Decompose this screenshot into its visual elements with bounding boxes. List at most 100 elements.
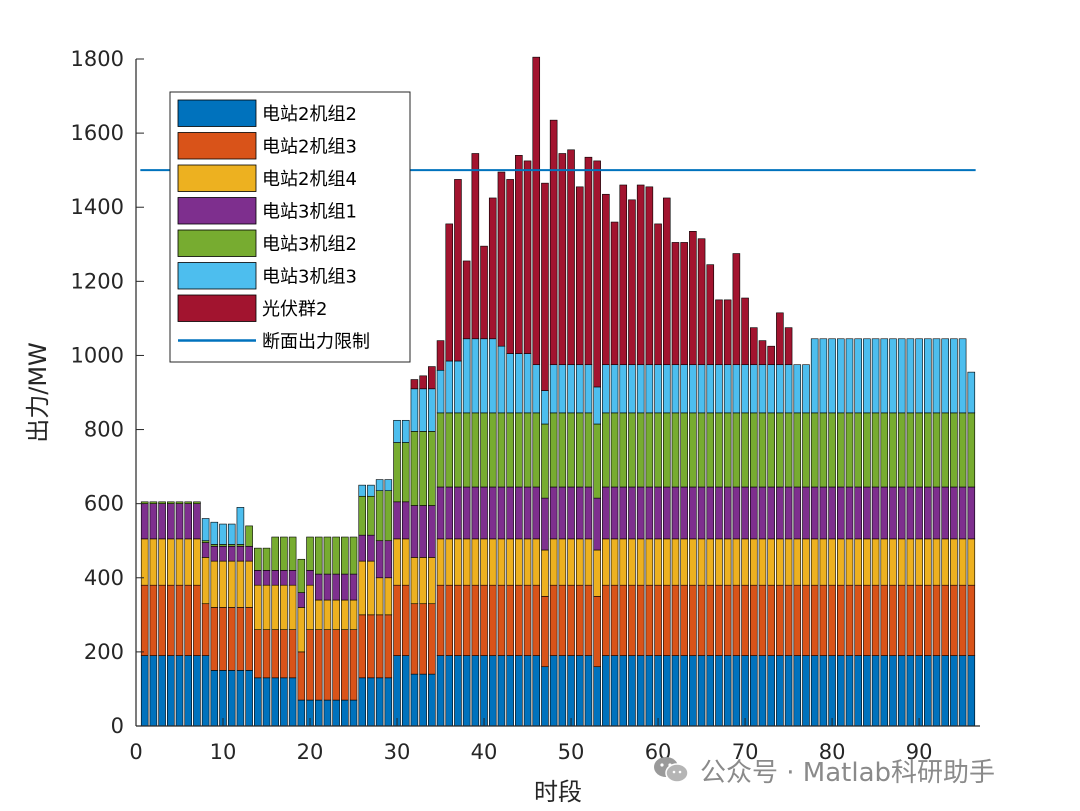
- bar-segment-s5-t77: [802, 412, 810, 488]
- bar-segment-s2-t4: [167, 584, 175, 656]
- bar-segment-s1-t53: [593, 666, 601, 727]
- bar-segment-s3-t75: [784, 538, 793, 586]
- y-tick-label-400: 400: [84, 566, 124, 590]
- bar-segment-s4-t35: [436, 486, 445, 540]
- bar-segment-s3-t76: [793, 538, 802, 586]
- bar-segment-s2-t9: [210, 607, 219, 671]
- bar-segment-s2-t42: [497, 584, 506, 656]
- bar-segment-s4-t12: [236, 545, 245, 562]
- bar-segment-s7-t45: [523, 160, 532, 354]
- bar-segment-s1-t36: [445, 655, 454, 727]
- bar-segment-s6-t84: [863, 338, 871, 414]
- bar-segment-s5-t15: [262, 547, 271, 571]
- bar-segment-s1-t30: [393, 655, 401, 727]
- bar-segment-s6-t55: [610, 364, 619, 414]
- bar-segment-s3-t87: [889, 538, 897, 586]
- bar-segment-s1-t46: [532, 655, 541, 727]
- bar-segment-s3-t34: [428, 557, 436, 605]
- bar-segment-s4-t37: [454, 486, 462, 540]
- bar-segment-s5-t6: [184, 501, 192, 504]
- bar-segment-s1-t27: [367, 677, 375, 727]
- bar-segment-s2-t92: [932, 584, 941, 656]
- bar-segment-s7-t75: [784, 327, 793, 366]
- bar-segment-s5-t13: [245, 525, 253, 547]
- bar-segment-s7-t43: [506, 179, 514, 354]
- bar-segment-s6-t60: [654, 364, 662, 414]
- bar-segment-s6-t73: [767, 364, 775, 414]
- bar-segment-s4-t76: [793, 486, 802, 540]
- bar-segment-s4-t52: [584, 486, 593, 540]
- bar-segment-s4-t4: [167, 503, 175, 540]
- bar-segment-s4-t80: [828, 486, 836, 540]
- bar-segment-s1-t37: [454, 655, 462, 727]
- bar-segment-s3-t69: [732, 538, 741, 586]
- bar-segment-s1-t5: [175, 655, 184, 727]
- bar-segment-s2-t20: [306, 629, 314, 701]
- bar-segment-s7-t68: [723, 299, 732, 366]
- bar-segment-s4-t34: [428, 505, 436, 558]
- bar-segment-s2-t80: [828, 584, 836, 656]
- bar-segment-s3-t3: [158, 538, 166, 586]
- bar-segment-s2-t61: [662, 584, 671, 656]
- bar-segment-s5-t82: [845, 412, 854, 488]
- bar-segment-s1-t35: [436, 655, 445, 727]
- legend-swatch-5: [177, 229, 257, 257]
- bar-segment-s7-t33: [419, 375, 427, 390]
- bar-segment-s2-t31: [401, 584, 410, 656]
- bar-segment-s4-t30: [393, 501, 401, 540]
- bar-segment-s5-t60: [654, 412, 662, 488]
- bar-segment-s5-t27: [367, 495, 375, 536]
- bar-segment-s1-t82: [845, 655, 854, 727]
- bar-segment-s4-t41: [488, 486, 497, 540]
- bar-segment-s1-t64: [689, 655, 697, 727]
- bar-segment-s5-t1: [140, 501, 149, 504]
- bar-segment-s5-t50: [567, 412, 575, 488]
- bar-segment-s2-t62: [671, 584, 680, 656]
- bar-segment-s2-t33: [419, 603, 427, 675]
- bar-segment-s6-t75: [784, 364, 793, 414]
- y-tick-label-1800: 1800: [71, 47, 124, 71]
- bar-segment-s1-t66: [706, 655, 715, 727]
- bar-segment-s4-t95: [958, 486, 967, 540]
- bar-segment-s7-t62: [671, 242, 680, 366]
- bar-segment-s3-t52: [584, 538, 593, 586]
- bar-segment-s3-t82: [845, 538, 854, 586]
- bar-segment-s7-t42: [497, 171, 506, 347]
- bar-segment-s1-t31: [401, 655, 410, 727]
- bar-segment-s4-t39: [471, 486, 480, 540]
- bar-segment-s1-t93: [941, 655, 949, 727]
- bar-segment-s3-t22: [323, 599, 332, 630]
- bar-segment-s3-t33: [419, 557, 427, 605]
- bar-segment-s6-t80: [828, 338, 836, 414]
- bar-segment-s5-t55: [610, 412, 619, 488]
- legend-label-3: 电站2机组4: [262, 169, 357, 190]
- bar-segment-s4-t56: [619, 486, 628, 540]
- bar-segment-s6-t88: [897, 338, 906, 414]
- bar-segment-s2-t7: [193, 584, 201, 656]
- bar-segment-s2-t95: [958, 584, 967, 656]
- bar-segment-s4-t53: [593, 497, 601, 551]
- bar-segment-s4-t25: [349, 573, 358, 601]
- bar-segment-s2-t44: [515, 584, 523, 656]
- bar-segment-s5-t89: [906, 412, 915, 488]
- bar-segment-s3-t83: [854, 538, 862, 586]
- bar-segment-s2-t66: [706, 584, 715, 656]
- bar-segment-s4-t58: [636, 486, 645, 540]
- bar-segment-s2-t45: [523, 584, 532, 656]
- bar-segment-s5-t83: [854, 412, 862, 488]
- bar-segment-s2-t39: [471, 584, 480, 656]
- legend-swatch-3: [177, 164, 257, 192]
- bar-segment-s4-t18: [288, 570, 297, 586]
- bar-segment-s2-t89: [906, 584, 915, 656]
- bar-segment-s4-t72: [758, 486, 767, 540]
- bar-segment-s4-t1: [140, 503, 149, 540]
- bar-segment-s6-t41: [488, 338, 497, 414]
- bar-segment-s5-t79: [819, 412, 828, 488]
- bar-segment-s6-t94: [950, 338, 958, 414]
- bar-segment-s1-t51: [575, 655, 584, 727]
- bar-segment-s3-t21: [314, 599, 323, 630]
- bar-segment-s4-t77: [802, 486, 810, 540]
- bar-segment-s4-t75: [784, 486, 793, 540]
- bar-segment-s6-t62: [671, 364, 680, 414]
- bar-segment-s2-t24: [341, 629, 349, 701]
